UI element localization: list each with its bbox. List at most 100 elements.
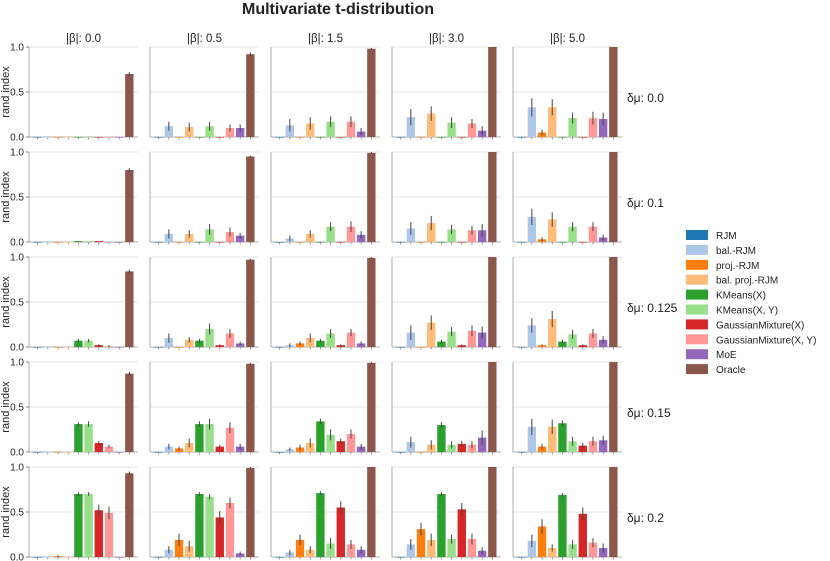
bar-moe xyxy=(235,128,245,137)
bar-moe xyxy=(114,242,124,243)
bar-proj-rjm xyxy=(53,137,63,138)
panel-r0-c3 xyxy=(391,46,501,140)
bar-bal-rjm xyxy=(43,452,53,453)
bar-kmeans-x xyxy=(558,423,567,452)
panel-r3-c2 xyxy=(270,361,380,455)
y-tick-label: 1.0 xyxy=(10,43,24,54)
bar-rjm xyxy=(33,557,42,558)
bar-gaussianmixture-x-y xyxy=(104,512,114,557)
bar-rjm xyxy=(154,242,163,243)
bar-bal-proj-rjm xyxy=(548,548,557,557)
bar-gaussianmixture-x-y xyxy=(225,128,235,137)
legend-swatch xyxy=(686,289,708,300)
bar-gaussianmixture-x xyxy=(457,443,466,452)
bar-rjm xyxy=(154,347,163,348)
bar-oracle xyxy=(609,257,618,347)
bar-gaussianmixture-x xyxy=(94,510,103,557)
bar-rjm xyxy=(33,137,42,138)
bar-moe xyxy=(598,119,608,137)
bar-oracle xyxy=(609,467,618,557)
bar-kmeans-x xyxy=(558,341,567,347)
bar-proj-rjm xyxy=(295,242,305,243)
bar-bal-rjm xyxy=(527,540,537,557)
col-label-2: |β|: 1.5 xyxy=(308,33,343,45)
bar-proj-rjm xyxy=(295,137,305,138)
col-label-4: |β|: 5.0 xyxy=(550,33,585,45)
col-label-3: |β|: 3.0 xyxy=(429,33,464,45)
bar-oracle xyxy=(488,47,497,137)
bar-bal-proj-rjm xyxy=(185,233,194,242)
bar-kmeans-x xyxy=(316,493,325,557)
bar-kmeans-x xyxy=(558,137,567,138)
bar-bal-proj-rjm xyxy=(306,233,315,242)
legend-item-gaussianmixture-x-y: GaussianMixture(X, Y) xyxy=(686,334,816,346)
bar-gaussianmixture-x xyxy=(215,242,224,243)
bar-gaussianmixture-x-y xyxy=(225,427,235,452)
legend-label: GaussianMixture(X) xyxy=(716,320,804,331)
legend: RJM bal.-RJM proj.-RJM bal. proj.-RJM KMeans… xyxy=(686,230,816,376)
bar-proj-rjm xyxy=(537,526,547,557)
bar-bal-proj-rjm xyxy=(64,452,73,453)
legend-item-bal-proj-rjm: bal. proj.-RJM xyxy=(686,274,778,287)
bar-kmeans-x-y xyxy=(205,229,214,242)
bar-oracle xyxy=(125,271,134,347)
bar-moe xyxy=(114,557,124,558)
bar-moe xyxy=(235,235,245,242)
bar-moe xyxy=(114,137,124,138)
bar-gaussianmixture-x-y xyxy=(346,332,356,347)
panel-r4-c0: 0.0 0.5 1.0 xyxy=(10,463,138,561)
bar-kmeans-x-y xyxy=(84,241,93,242)
bar-oracle xyxy=(367,257,376,347)
panel-r0-c1 xyxy=(149,46,259,140)
y-tick-label: 0.5 xyxy=(10,88,24,99)
bar-gaussianmixture-x xyxy=(336,441,345,452)
panel-r0-c0: 0.0 0.5 1.0 xyxy=(10,43,138,144)
bar-kmeans-x xyxy=(316,242,325,243)
bar-kmeans-x-y xyxy=(205,126,214,137)
bar-gaussianmixture-x-y xyxy=(225,333,235,347)
bar-kmeans-x xyxy=(437,242,446,243)
y-axis-label: rand index xyxy=(0,171,12,223)
bar-kmeans-x xyxy=(437,494,446,557)
bar-bal-proj-rjm xyxy=(64,347,73,348)
panel-r2-c3 xyxy=(391,256,501,350)
bar-gaussianmixture-x-y xyxy=(467,330,477,347)
y-tick-label: 0.0 xyxy=(10,553,24,561)
y-tick-label: 1.0 xyxy=(10,463,24,474)
bar-oracle xyxy=(125,473,134,557)
bar-rjm xyxy=(275,137,284,138)
y-tick-label: 1.0 xyxy=(10,358,24,369)
legend-item-proj-rjm: proj.-RJM xyxy=(686,259,759,272)
bar-proj-rjm xyxy=(53,452,63,453)
bar-kmeans-x-y xyxy=(205,424,214,452)
bar-gaussianmixture-x xyxy=(215,446,224,452)
bar-gaussianmixture-x xyxy=(578,513,587,557)
legend-swatch xyxy=(686,244,708,255)
bar-bal-proj-rjm xyxy=(306,123,315,137)
legend-swatch xyxy=(686,274,708,285)
bar-bal-rjm xyxy=(527,325,537,347)
panel-r2-c1 xyxy=(149,256,259,350)
panel-r1-c0: 0.0 0.5 1.0 xyxy=(10,148,138,249)
bar-moe xyxy=(598,440,608,452)
y-tick-label: 0.0 xyxy=(10,133,24,144)
bar-gaussianmixture-x xyxy=(336,242,345,243)
legend-label: KMeans(X) xyxy=(716,291,766,302)
bar-kmeans-x-y xyxy=(84,424,93,452)
bar-oracle xyxy=(367,362,376,452)
bar-kmeans-x xyxy=(558,494,567,557)
panel-r3-c4 xyxy=(512,361,622,455)
bar-proj-rjm xyxy=(416,137,426,138)
bar-gaussianmixture-x xyxy=(336,507,345,557)
bar-gaussianmixture-x-y xyxy=(467,539,477,557)
legend-label: RJM xyxy=(716,231,737,242)
bar-rjm xyxy=(33,242,42,243)
bar-bal-proj-rjm xyxy=(548,319,557,347)
bar-gaussianmixture-x-y xyxy=(346,121,356,137)
bar-kmeans-x-y xyxy=(447,331,456,347)
bar-bal-proj-rjm xyxy=(427,539,436,557)
legend-swatch xyxy=(686,259,708,270)
bar-proj-rjm xyxy=(416,529,426,557)
bar-kmeans-x xyxy=(74,241,83,242)
